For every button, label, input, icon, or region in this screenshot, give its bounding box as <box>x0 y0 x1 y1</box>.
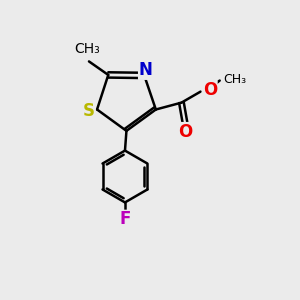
Text: O: O <box>178 123 192 141</box>
Text: N: N <box>139 61 153 79</box>
Text: CH₃: CH₃ <box>223 74 246 86</box>
Text: F: F <box>119 211 131 229</box>
Text: S: S <box>83 102 95 120</box>
Text: CH₃: CH₃ <box>75 42 101 56</box>
Text: O: O <box>202 81 217 99</box>
